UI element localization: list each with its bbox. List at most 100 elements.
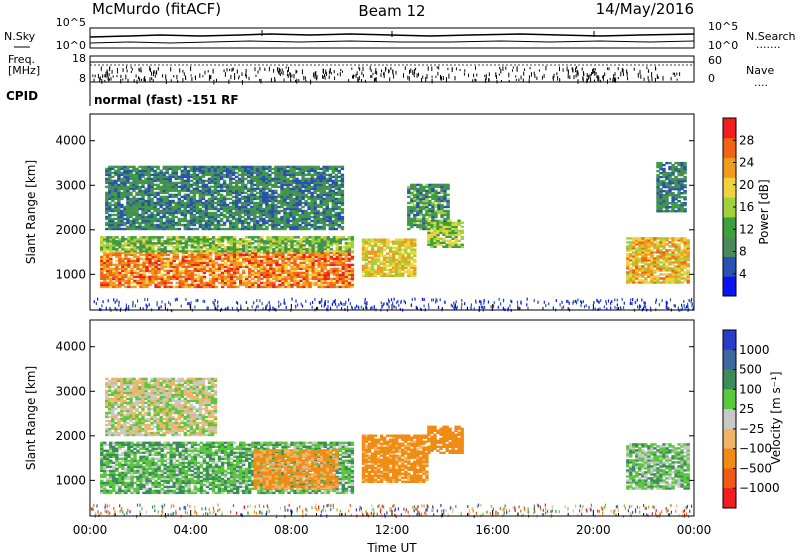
echo-cell bbox=[202, 275, 207, 279]
echo-cell bbox=[347, 236, 352, 239]
echo-cell bbox=[211, 248, 216, 251]
echo-cell bbox=[168, 193, 172, 197]
echo-cell bbox=[259, 193, 263, 197]
freq-mark bbox=[617, 67, 619, 71]
echo-cell bbox=[111, 209, 115, 213]
echo-cell bbox=[124, 281, 128, 285]
echo-cell bbox=[443, 217, 447, 221]
echo-cell bbox=[644, 271, 648, 274]
echo-cell bbox=[683, 277, 687, 280]
echo-cell bbox=[183, 167, 187, 171]
echo-cell bbox=[671, 171, 675, 175]
echo-cell bbox=[427, 235, 431, 238]
echo-cell bbox=[226, 255, 231, 259]
echo-cell bbox=[326, 285, 330, 289]
echo-cell bbox=[183, 225, 187, 229]
echo-cell bbox=[323, 267, 327, 271]
echo-cell bbox=[683, 163, 687, 167]
echo-cell bbox=[181, 257, 185, 261]
echo-cell bbox=[290, 273, 294, 277]
echo-cell bbox=[250, 165, 254, 169]
echo-cell bbox=[201, 179, 206, 183]
echo-cell bbox=[434, 195, 438, 199]
echo-cell bbox=[144, 217, 148, 221]
echo-cell bbox=[141, 195, 145, 199]
echo-cell bbox=[662, 202, 666, 205]
echo-cell bbox=[410, 207, 414, 211]
echo-cell bbox=[659, 187, 663, 191]
echo-cell bbox=[668, 237, 672, 240]
echo-cell bbox=[171, 181, 175, 185]
echo-cell bbox=[638, 281, 642, 284]
echo-cell bbox=[290, 265, 294, 269]
echo-cell bbox=[195, 189, 200, 193]
echo-cell bbox=[680, 165, 684, 169]
freq-mark bbox=[296, 70, 298, 73]
freq-mark bbox=[567, 73, 569, 79]
echo-cell bbox=[268, 203, 272, 207]
echo-cell bbox=[118, 271, 122, 275]
echo-cell bbox=[136, 246, 140, 249]
freq-mark bbox=[425, 77, 427, 82]
echo-cell bbox=[677, 269, 681, 272]
echo-cell bbox=[425, 225, 429, 229]
echo-cell bbox=[142, 285, 146, 289]
echo-cell bbox=[656, 177, 660, 181]
echo-cell bbox=[142, 261, 146, 265]
echo-cell bbox=[238, 169, 242, 173]
echo-cell bbox=[683, 267, 687, 270]
echo-cell bbox=[443, 187, 447, 191]
echo-cell bbox=[302, 267, 306, 271]
echo-cell bbox=[117, 189, 121, 193]
echo-cell bbox=[124, 285, 128, 289]
echo-cell bbox=[108, 225, 112, 229]
echo-cell bbox=[118, 283, 122, 287]
echo-cell bbox=[647, 241, 651, 244]
echo-cell bbox=[446, 193, 450, 197]
echo-cell bbox=[389, 246, 393, 249]
echo-cell bbox=[114, 169, 118, 173]
echo-cell bbox=[118, 281, 122, 285]
echo-cell bbox=[232, 265, 237, 269]
echo-cell bbox=[136, 275, 140, 279]
echo-cell bbox=[382, 274, 387, 277]
echo-cell bbox=[314, 273, 318, 277]
echo-cell bbox=[142, 236, 146, 239]
echo-cell bbox=[100, 273, 104, 277]
echo-cell bbox=[454, 229, 458, 232]
echo-cell bbox=[668, 167, 672, 171]
echo-cell bbox=[389, 248, 393, 251]
echo-cell bbox=[431, 195, 435, 199]
echo-cell bbox=[120, 205, 124, 209]
echo-cell bbox=[211, 251, 216, 254]
echo-cell bbox=[136, 255, 140, 259]
freq-mark bbox=[520, 75, 522, 80]
echo-cell bbox=[644, 269, 648, 272]
echo-cell bbox=[338, 277, 342, 281]
echo-cell bbox=[220, 250, 225, 253]
freq-mark bbox=[280, 71, 282, 75]
echo-cell bbox=[332, 253, 336, 257]
freq-mark bbox=[407, 75, 409, 80]
echo-cell bbox=[659, 200, 663, 203]
freq-mark bbox=[412, 69, 414, 75]
echo-cell bbox=[210, 181, 215, 185]
echo-cell bbox=[665, 181, 669, 185]
echo-cell bbox=[247, 181, 251, 185]
echo-cell bbox=[174, 183, 178, 187]
echo-cell bbox=[147, 187, 151, 191]
freq-mark bbox=[448, 73, 450, 79]
echo-cell bbox=[275, 273, 279, 277]
echo-cell bbox=[172, 255, 176, 259]
echo-cell bbox=[269, 267, 273, 271]
echo-cell bbox=[156, 227, 160, 231]
echo-cell bbox=[199, 267, 204, 271]
echo-cell bbox=[154, 273, 158, 277]
echo-cell bbox=[168, 175, 172, 179]
echo-cell bbox=[199, 261, 204, 265]
echo-cell bbox=[413, 183, 417, 187]
echo-cell bbox=[108, 223, 112, 227]
echo-cell bbox=[141, 211, 145, 215]
echo-cell bbox=[287, 240, 291, 243]
echo-cell bbox=[207, 219, 212, 223]
